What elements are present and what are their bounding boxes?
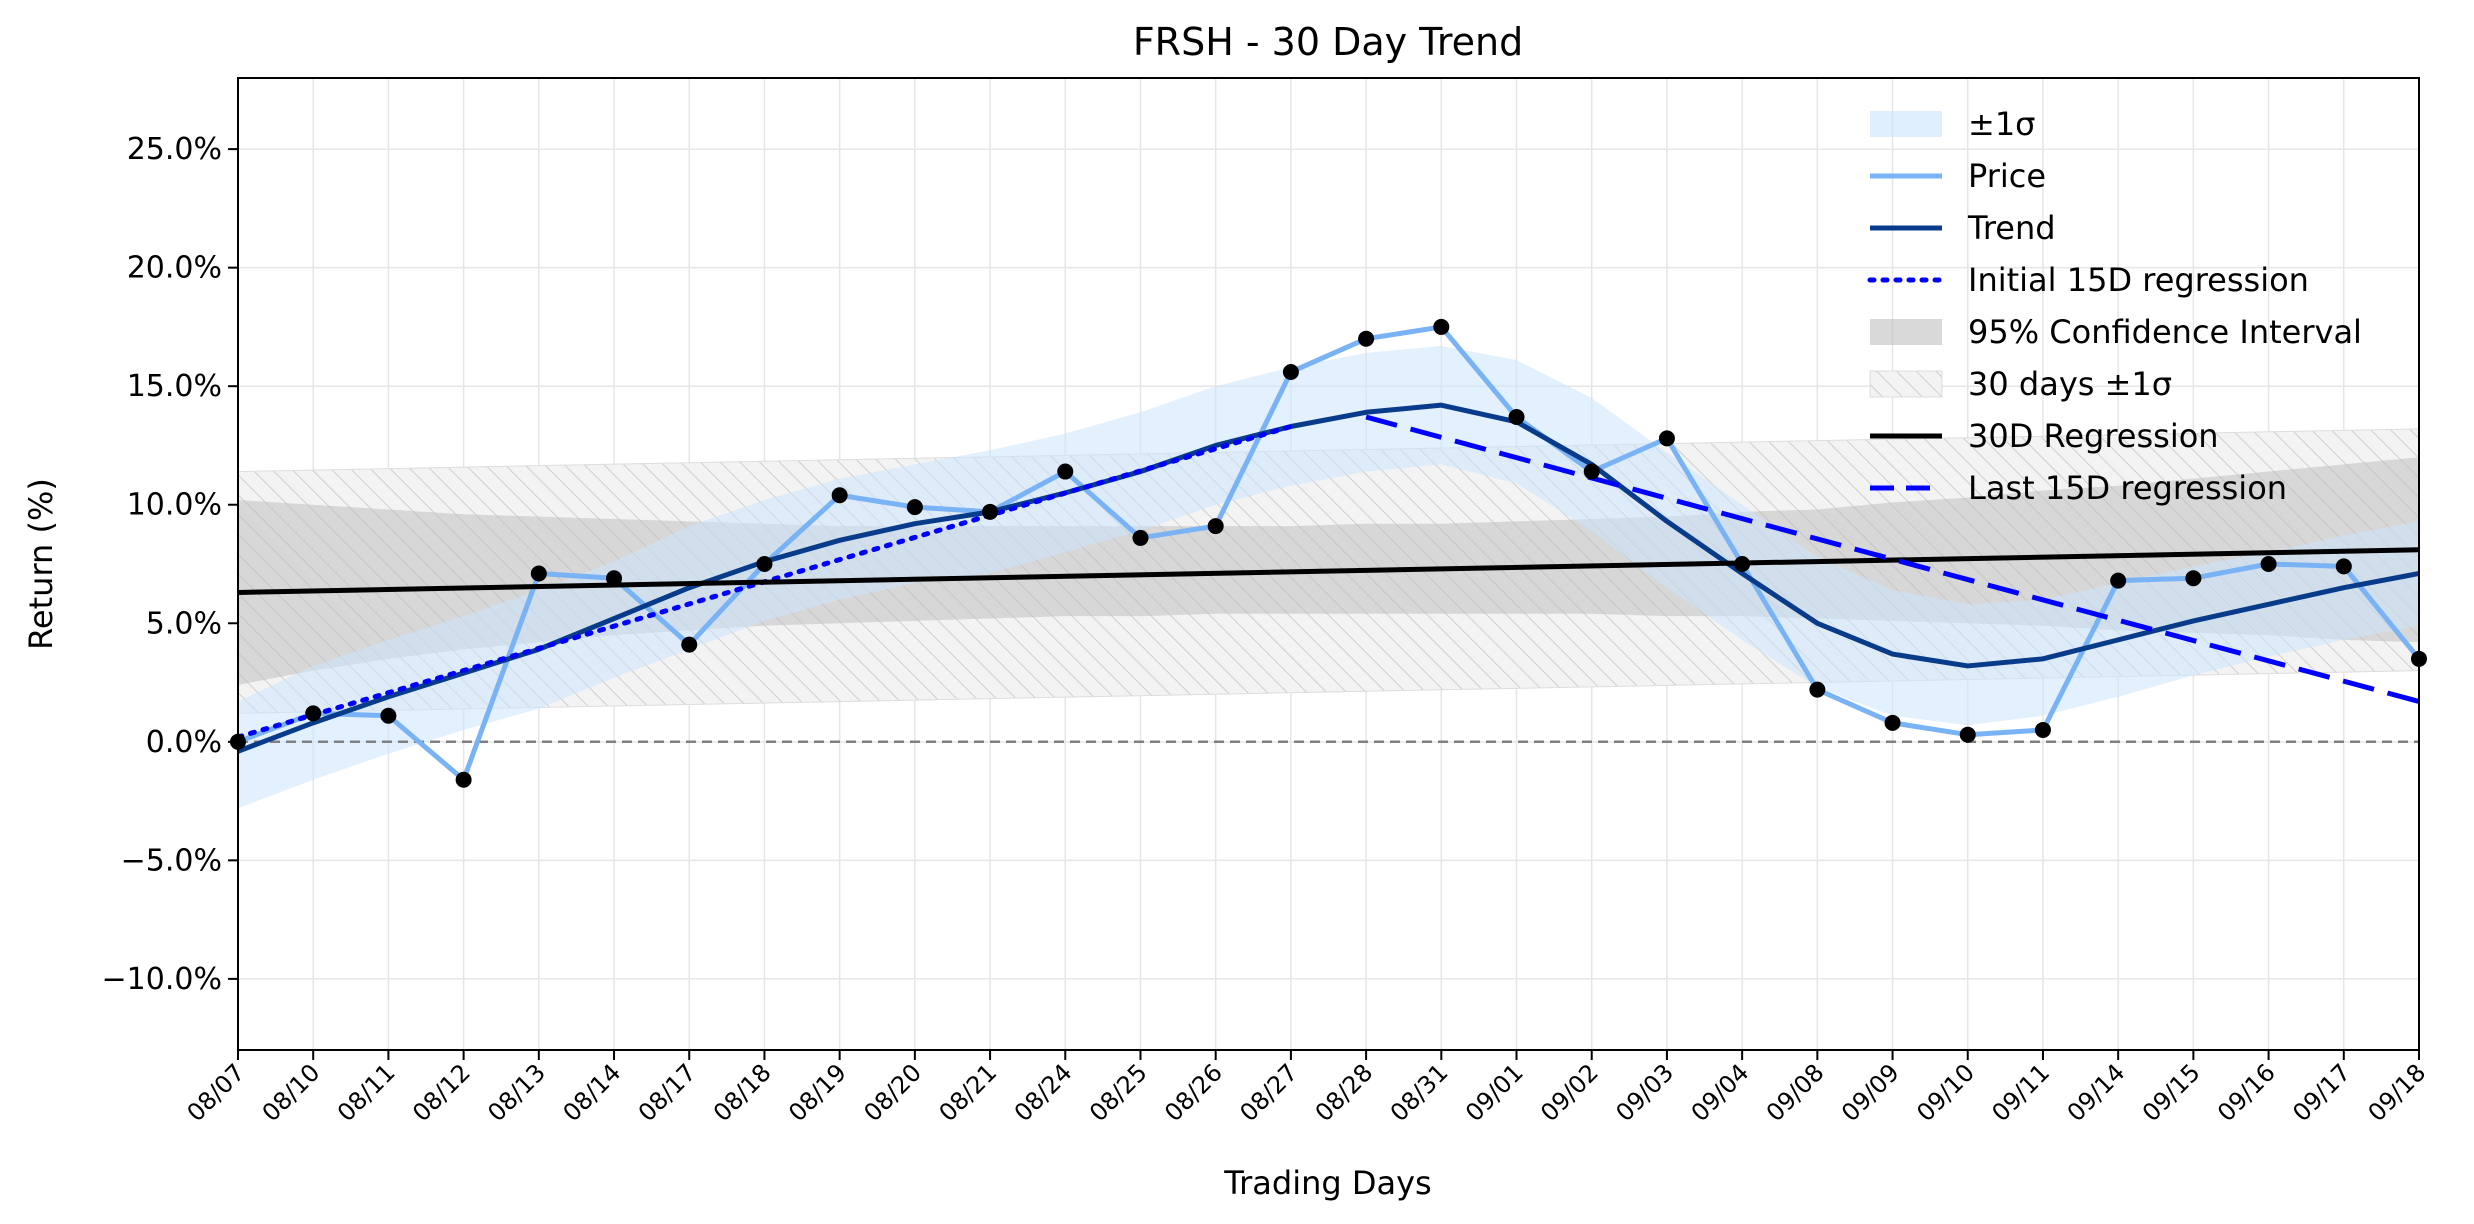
legend-swatch	[1870, 111, 1942, 137]
legend-entry-label: 30 days ±1σ	[1968, 365, 2172, 403]
y-tick-label: 15.0%	[127, 369, 222, 404]
price-point	[982, 503, 999, 520]
x-tick-label: 09/09	[1836, 1058, 1905, 1127]
x-tick-label: 09/15	[2137, 1058, 2206, 1127]
x-tick-label: 08/07	[182, 1058, 251, 1127]
x-tick-label: 09/08	[1761, 1058, 1830, 1127]
y-tick-label: −10.0%	[102, 962, 222, 997]
x-tick-label: 08/31	[1385, 1058, 1454, 1127]
price-point	[1583, 463, 1600, 480]
price-point	[2260, 556, 2277, 572]
price-point	[455, 771, 472, 788]
chart-title: FRSH - 30 Day Trend	[1133, 20, 1523, 64]
price-point	[380, 707, 397, 724]
price-point	[1433, 318, 1450, 335]
price-point	[756, 556, 773, 572]
x-tick-label: 08/27	[1234, 1058, 1303, 1127]
plot-frame	[237, 77, 2420, 1051]
x-axis-label: Trading Days	[1223, 1164, 1431, 1202]
legend-entry-label: 30D Regression	[1968, 417, 2219, 455]
legend-entry-label: ±1σ	[1968, 105, 2035, 143]
series-30d-regression	[238, 547, 2419, 595]
x-tick-label: 09/03	[1610, 1058, 1679, 1127]
price-point	[1282, 363, 1299, 380]
price-point	[1132, 529, 1149, 546]
price-point	[1057, 463, 1074, 480]
x-tick-label: 09/01	[1460, 1058, 1529, 1127]
x-tick-label: 08/12	[407, 1058, 476, 1127]
legend-entry-label: Trend	[1967, 209, 2056, 247]
x-tick-label: 08/25	[1084, 1058, 1153, 1127]
x-tick-label: 08/18	[708, 1058, 777, 1127]
series-layer	[238, 324, 2419, 783]
x-tick-label: 08/14	[558, 1058, 627, 1127]
x-tick-label: 08/13	[482, 1058, 551, 1127]
price-point	[1207, 518, 1224, 535]
price-point	[2335, 558, 2352, 575]
x-tick-label: 08/28	[1310, 1058, 1379, 1127]
y-tick-label: 25.0%	[127, 132, 222, 167]
x-tick-label: 08/21	[934, 1058, 1003, 1127]
y-tick-label: 20.0%	[127, 251, 222, 286]
price-point	[681, 636, 698, 653]
legend-entry-label: 95% Confidence Interval	[1968, 313, 2362, 351]
y-tick-label: −5.0%	[121, 843, 222, 878]
y-axis-label: Return (%)	[22, 478, 60, 650]
legend-swatch	[1870, 319, 1942, 345]
price-point	[906, 499, 923, 516]
price-point	[1358, 330, 1375, 347]
x-tick-label: 09/11	[1986, 1058, 2055, 1127]
x-tick-label: 09/14	[2062, 1058, 2131, 1127]
x-tick-label: 08/17	[633, 1058, 702, 1127]
price-point	[831, 487, 848, 504]
x-tick-label: 09/16	[2212, 1058, 2281, 1127]
series-price-line	[238, 324, 2419, 783]
price-point	[1734, 556, 1751, 572]
price-point	[530, 565, 547, 582]
price-point	[2034, 721, 2051, 738]
price-points	[230, 318, 2427, 788]
price-point	[305, 705, 322, 722]
x-tick-label: 08/26	[1159, 1058, 1228, 1127]
y-tick-label: 10.0%	[127, 488, 222, 523]
x-tick-label: 08/10	[257, 1058, 326, 1127]
series-trend-line	[238, 402, 2419, 754]
x-tick-label: 09/02	[1535, 1058, 1604, 1127]
x-tick-label: 08/24	[1009, 1058, 1078, 1127]
price-point	[1884, 714, 1901, 731]
legend-entry-label: Initial 15D regression	[1968, 261, 2309, 299]
x-tick-label: 09/04	[1686, 1058, 1755, 1127]
price-point	[606, 570, 623, 587]
y-tick-label: 0.0%	[146, 725, 222, 760]
legend-entry-label: Price	[1968, 157, 2046, 195]
x-tick-label: 09/10	[1911, 1058, 1980, 1127]
x-axis-ticks: 08/07 08/10 08/11 08/12 08/13 08/14 08/17 08/18…	[182, 1050, 2432, 1127]
price-point	[1508, 409, 1525, 426]
legend-swatch	[1869, 370, 1943, 398]
price-point	[2110, 572, 2127, 589]
x-tick-label: 08/11	[332, 1058, 401, 1127]
price-point	[1658, 430, 1675, 447]
price-point	[1809, 681, 1826, 698]
x-tick-label: 09/17	[2287, 1058, 2356, 1127]
legend: ±1σ Price Trend Initial 15D regression 95% C…	[1867, 105, 2362, 507]
legend-entry-label: Last 15D regression	[1968, 469, 2287, 507]
band-sigma	[238, 345, 2419, 809]
price-point	[1959, 726, 1976, 743]
y-axis-ticks: −10.0% −5.0% 0.0% 5.0% 10.0% 15.0% 20.0% 25.0%	[102, 132, 238, 997]
y-tick-label: 5.0%	[146, 606, 222, 641]
x-tick-label: 08/19	[783, 1058, 852, 1127]
price-point	[2185, 570, 2202, 587]
x-tick-label: 08/20	[858, 1058, 927, 1127]
x-tick-label: 09/18	[2363, 1058, 2432, 1127]
